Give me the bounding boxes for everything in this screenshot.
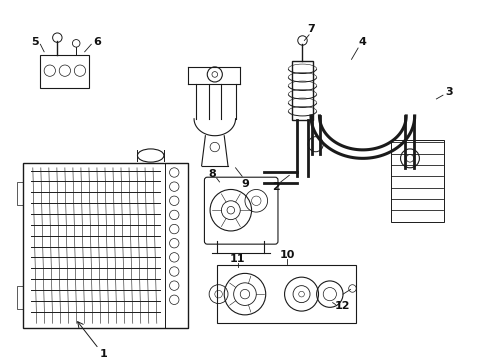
Text: 7: 7 [306,24,314,34]
Bar [17,182,23,206]
Text: 9: 9 [241,179,248,189]
Text: 1: 1 [100,350,107,360]
Bar [390,140,443,221]
Text: 5: 5 [31,37,39,48]
Bar [164,163,188,328]
Text: 11: 11 [229,254,244,264]
Text: 8: 8 [208,170,215,179]
Bar [41,55,89,87]
Bar [17,285,23,309]
Bar [216,265,355,323]
Text: 10: 10 [279,251,294,261]
Text: 12: 12 [334,301,349,311]
Text: 2: 2 [272,182,280,192]
Text: 4: 4 [358,37,366,48]
Text: 6: 6 [93,37,101,48]
Text: 3: 3 [445,87,452,97]
Bar [23,163,188,328]
Bar [291,61,312,120]
